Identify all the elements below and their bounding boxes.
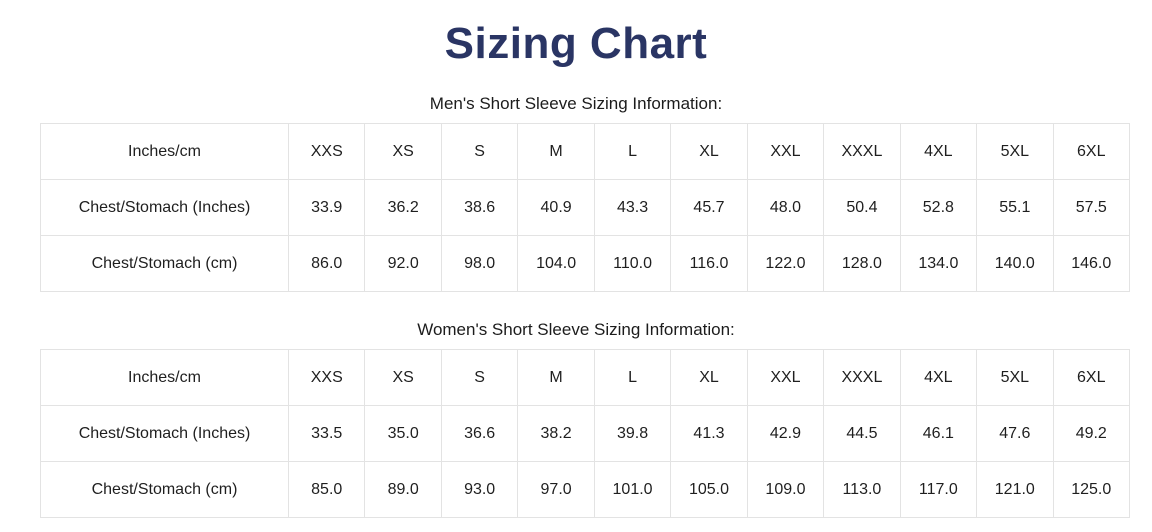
- value-cell: 35.0: [364, 405, 442, 462]
- size-header-cell: M: [517, 349, 595, 406]
- size-header-cell: 4XL: [899, 123, 978, 180]
- size-header-cell: M: [517, 123, 595, 180]
- value-cell: 86.0: [287, 235, 366, 292]
- value-cell: 45.7: [670, 179, 748, 236]
- value-cell: 89.0: [364, 461, 442, 518]
- value-cell: 98.0: [440, 235, 519, 292]
- table-header-row: Inches/cm XXS XS S M L XL XXL XXXL 4XL 5XL 6XL: [40, 123, 1131, 180]
- units-header-cell: Inches/cm: [40, 123, 289, 180]
- sizing-section-womens: Women's Short Sleeve Sizing Information:…: [0, 319, 1152, 518]
- value-cell: 50.4: [823, 179, 901, 236]
- section-heading-womens: Women's Short Sleeve Sizing Information:: [417, 320, 735, 339]
- size-header-cell: XL: [670, 349, 748, 406]
- value-cell: 40.9: [517, 179, 595, 236]
- value-cell: 104.0: [517, 235, 595, 292]
- size-header-cell: XS: [364, 349, 442, 406]
- sizing-sections: Men's Short Sleeve Sizing Information: In…: [0, 93, 1152, 518]
- size-header-cell: L: [593, 123, 672, 180]
- value-cell: 97.0: [517, 461, 595, 518]
- value-cell: 110.0: [593, 235, 672, 292]
- row-label-cell: Chest/Stomach (Inches): [40, 405, 289, 462]
- table-header-row: Inches/cm XXS XS S M L XL XXL XXXL 4XL 5XL 6XL: [40, 349, 1131, 406]
- sizing-table-mens: Inches/cm XXS XS S M L XL XXL XXXL 4XL 5XL 6XL Chest…: [40, 123, 1131, 292]
- value-cell: 42.9: [746, 405, 825, 462]
- size-header-cell: XXXL: [823, 123, 901, 180]
- units-header-cell: Inches/cm: [40, 349, 289, 406]
- table-row: Chest/Stomach (Inches) 33.5 35.0 36.6 38.2 39…: [40, 405, 1131, 462]
- size-header-cell: XXL: [746, 123, 825, 180]
- value-cell: 146.0: [1052, 235, 1131, 292]
- table-row: Chest/Stomach (cm) 86.0 92.0 98.0 104.0 110.0…: [40, 235, 1131, 292]
- size-header-cell: 5XL: [976, 123, 1054, 180]
- value-cell: 55.1: [976, 179, 1054, 236]
- value-cell: 33.9: [287, 179, 366, 236]
- value-cell: 140.0: [976, 235, 1054, 292]
- value-cell: 52.8: [899, 179, 978, 236]
- size-header-cell: XXS: [287, 349, 366, 406]
- value-cell: 93.0: [440, 461, 519, 518]
- row-label-cell: Chest/Stomach (Inches): [40, 179, 289, 236]
- value-cell: 105.0: [670, 461, 748, 518]
- value-cell: 85.0: [287, 461, 366, 518]
- size-header-cell: XXS: [287, 123, 366, 180]
- size-header-cell: XXL: [746, 349, 825, 406]
- size-header-cell: XS: [364, 123, 442, 180]
- size-header-cell: XXXL: [823, 349, 901, 406]
- row-label-cell: Chest/Stomach (cm): [40, 235, 289, 292]
- value-cell: 134.0: [899, 235, 978, 292]
- value-cell: 121.0: [976, 461, 1054, 518]
- size-header-cell: L: [593, 349, 672, 406]
- value-cell: 109.0: [746, 461, 825, 518]
- value-cell: 41.3: [670, 405, 748, 462]
- value-cell: 116.0: [670, 235, 748, 292]
- value-cell: 39.8: [593, 405, 672, 462]
- value-cell: 38.2: [517, 405, 595, 462]
- size-header-cell: XL: [670, 123, 748, 180]
- value-cell: 47.6: [976, 405, 1054, 462]
- value-cell: 38.6: [440, 179, 519, 236]
- row-label-cell: Chest/Stomach (cm): [40, 461, 289, 518]
- value-cell: 49.2: [1052, 405, 1131, 462]
- sizing-table-womens: Inches/cm XXS XS S M L XL XXL XXXL 4XL 5XL 6XL Chest…: [40, 349, 1131, 518]
- size-header-cell: S: [440, 123, 519, 180]
- sizing-chart-page: Sizing Chart Men's Short Sleeve Sizing I…: [0, 22, 1152, 518]
- value-cell: 33.5: [287, 405, 366, 462]
- section-heading-mens: Men's Short Sleeve Sizing Information:: [429, 94, 723, 113]
- table-row: Chest/Stomach (Inches) 33.9 36.2 38.6 40.9 43…: [40, 179, 1131, 236]
- value-cell: 46.1: [899, 405, 978, 462]
- value-cell: 44.5: [823, 405, 901, 462]
- table-row: Chest/Stomach (cm) 85.0 89.0 93.0 97.0 101.0 1…: [40, 461, 1131, 518]
- value-cell: 36.2: [364, 179, 442, 236]
- size-header-cell: 5XL: [976, 349, 1054, 406]
- value-cell: 57.5: [1052, 179, 1131, 236]
- value-cell: 101.0: [593, 461, 672, 518]
- value-cell: 125.0: [1052, 461, 1131, 518]
- value-cell: 48.0: [746, 179, 825, 236]
- size-header-cell: 6XL: [1052, 349, 1131, 406]
- value-cell: 117.0: [899, 461, 978, 518]
- size-header-cell: 6XL: [1052, 123, 1131, 180]
- value-cell: 113.0: [823, 461, 901, 518]
- size-header-cell: S: [440, 349, 519, 406]
- value-cell: 128.0: [823, 235, 901, 292]
- value-cell: 36.6: [440, 405, 519, 462]
- page-title: Sizing Chart: [444, 19, 708, 68]
- size-header-cell: 4XL: [899, 349, 978, 406]
- value-cell: 122.0: [746, 235, 825, 292]
- value-cell: 43.3: [593, 179, 672, 236]
- sizing-section-mens: Men's Short Sleeve Sizing Information: In…: [0, 93, 1152, 292]
- value-cell: 92.0: [364, 235, 442, 292]
